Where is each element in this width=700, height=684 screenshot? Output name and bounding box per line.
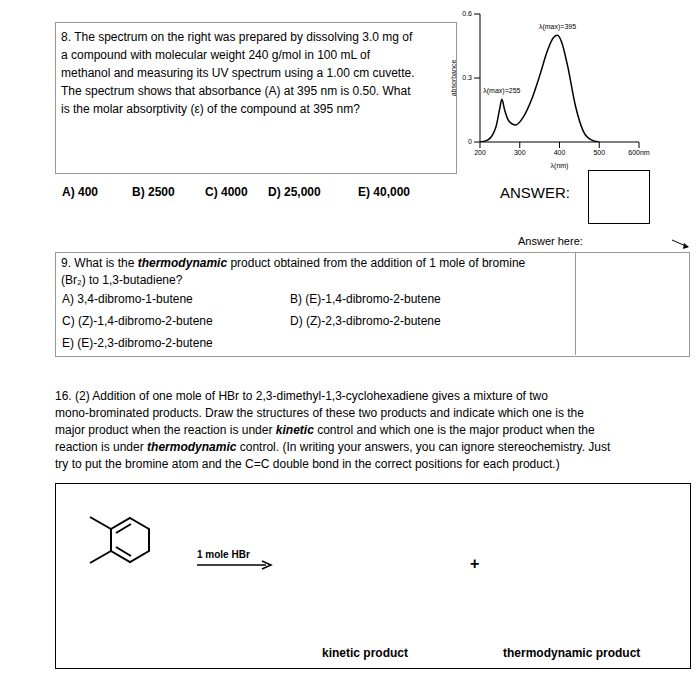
html-text:B) 2500: B) 2500 bbox=[132, 185, 175, 199]
html-text:a compound with molecular weig: a compound with molecular weight 240 g/m… bbox=[61, 48, 371, 62]
html-text:try to put the bromine atom an: try to put the bromine atom and the C=C … bbox=[55, 457, 560, 471]
html-text:thermodynamic product: thermodynamic product bbox=[503, 646, 641, 660]
svg-text:400: 400 bbox=[554, 149, 566, 156]
html-text:reaction is under thermodynami: reaction is under thermodynamic control.… bbox=[55, 440, 611, 454]
html-text:ANSWER:: ANSWER: bbox=[500, 184, 570, 201]
html-text:methanol and measuring its UV: methanol and measuring its UV spectrum u… bbox=[61, 66, 415, 80]
html-text:A) 400: A) 400 bbox=[62, 185, 98, 199]
svg-text:absorbance: absorbance bbox=[450, 60, 457, 97]
svg-text:200: 200 bbox=[474, 149, 486, 156]
html-text:E) (E)-2,3-dibromo-2-butene: E) (E)-2,3-dibromo-2-butene bbox=[62, 336, 213, 350]
html-text:major product when the reactio: major product when the reaction is under… bbox=[55, 423, 595, 437]
svg-text:0.6: 0.6 bbox=[462, 10, 472, 17]
svg-text:λ(nm): λ(nm) bbox=[551, 162, 569, 170]
svg-text:λ(max)=255: λ(max)=255 bbox=[483, 87, 520, 95]
svg-text:300: 300 bbox=[514, 149, 526, 156]
svg-text:0.3: 0.3 bbox=[462, 74, 472, 81]
html-text:is the molar absorptivity (ε): is the molar absorptivity (ε) of the com… bbox=[61, 102, 360, 116]
html-text:9. What is the thermodynamic p: 9. What is the thermodynamic product obt… bbox=[61, 256, 526, 270]
html-text:E) 40,000: E) 40,000 bbox=[358, 185, 410, 199]
html-text:A) 3,4-dibromo-1-butene: A) 3,4-dibromo-1-butene bbox=[62, 292, 193, 306]
svg-text:600nm: 600nm bbox=[628, 149, 650, 156]
html-text:C) 4000: C) 4000 bbox=[205, 185, 248, 199]
html-text:D) 25,000: D) 25,000 bbox=[268, 185, 321, 199]
html-text:mono-brominated products. Draw: mono-brominated products. Draw the struc… bbox=[55, 406, 584, 420]
svg-text:λ(max)=395: λ(max)=395 bbox=[539, 23, 576, 31]
html-text:B) (E)-1,4-dibromo-2-butene: B) (E)-1,4-dibromo-2-butene bbox=[290, 292, 441, 306]
html-text:(Br₂) to 1,3-butadiene?: (Br₂) to 1,3-butadiene? bbox=[61, 273, 183, 287]
html-text:Answer here:: Answer here: bbox=[518, 235, 583, 247]
html-text:1 mole HBr: 1 mole HBr bbox=[197, 549, 250, 560]
html-text:C) (Z)-1,4-dibromo-2-butene: C) (Z)-1,4-dibromo-2-butene bbox=[62, 314, 213, 328]
html-text:D) (Z)-2,3-dibromo-2-butene: D) (Z)-2,3-dibromo-2-butene bbox=[290, 314, 441, 328]
html-text:8. The spectrum on the right w: 8. The spectrum on the right was prepare… bbox=[61, 30, 413, 44]
svg-text:500: 500 bbox=[593, 149, 605, 156]
html-text:The spectrum shows that absorb: The spectrum shows that absorbance (A) a… bbox=[61, 84, 411, 98]
html-text:kinetic product: kinetic product bbox=[322, 646, 408, 660]
html-text:16. (2) Addition of one mole o: 16. (2) Addition of one mole of HBr to 2… bbox=[55, 389, 548, 403]
svg-text:0: 0 bbox=[468, 138, 472, 145]
